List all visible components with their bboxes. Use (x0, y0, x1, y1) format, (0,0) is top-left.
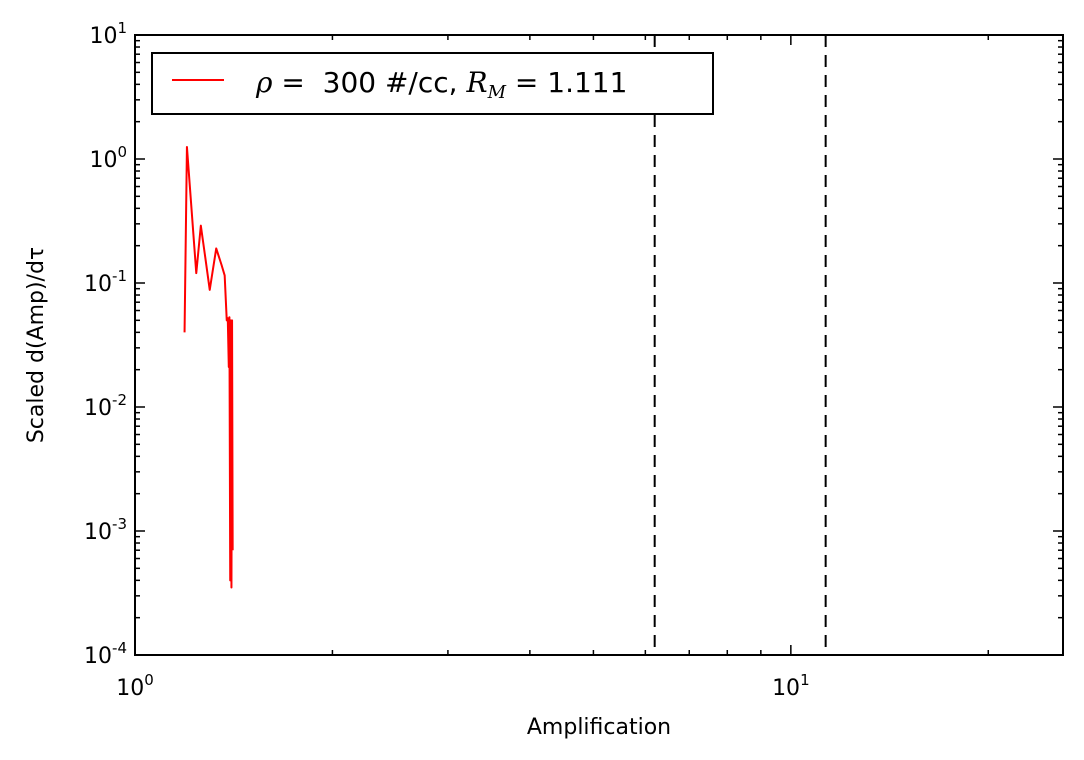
y-tick-label: 10-4 (84, 639, 127, 669)
y-tick-label: 101 (89, 19, 127, 49)
plot-frame (134, 34, 1064, 656)
series-layer (183, 145, 234, 589)
series-line (183, 145, 234, 589)
legend-ratio: = 1.111 (506, 66, 627, 99)
legend-r-var: R (465, 66, 487, 99)
legend-r-sub: M (487, 82, 507, 103)
legend-rho: ρ (255, 66, 273, 99)
legend: ρ = 300 #/cc, RM = 1.111 (151, 52, 714, 115)
y-tick-label: 100 (89, 143, 127, 173)
x-tick-label: 100 (116, 671, 154, 701)
y-tick-label: 10-2 (84, 391, 127, 421)
axis-ticks (134, 34, 1063, 656)
y-tick-label: 10-3 (84, 515, 127, 545)
x-tick-label: 101 (772, 671, 810, 701)
vertical-reference-lines (653, 35, 827, 655)
legend-density: = 300 #/cc, (272, 66, 466, 99)
y-tick-label: 10-1 (84, 267, 127, 297)
legend-box (151, 52, 714, 115)
y-axis-label: Scaled d(Amp)/dτ (24, 247, 49, 443)
x-axis-label: Amplification (527, 715, 671, 740)
tick-labels: 100 101 101 100 10-1 10-2 10-3 10-4 (84, 19, 810, 701)
legend-entry: ρ = 300 #/cc, RM = 1.111 (255, 66, 627, 103)
